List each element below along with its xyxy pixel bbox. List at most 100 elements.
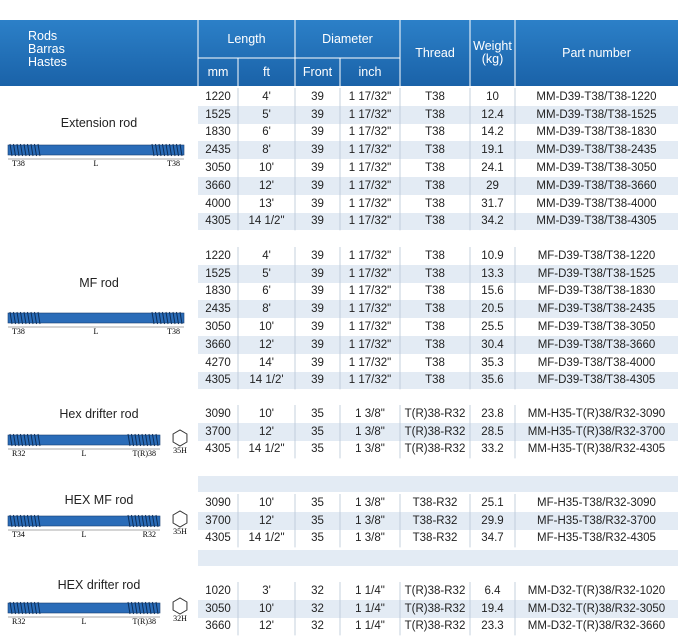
thread (13, 311, 16, 325)
group-name: HEX drifter rod (57, 578, 141, 592)
cell: 23.8 (481, 407, 504, 420)
thread (9, 311, 13, 325)
thread (151, 311, 155, 325)
cell: T(R)38-R32 (404, 407, 466, 420)
header-rods: Rods Barras Hastes (28, 30, 128, 69)
cell: 1 17/32" (348, 215, 392, 228)
rod-label: L (82, 617, 87, 626)
thread (13, 143, 16, 157)
cell: T38 (425, 162, 445, 175)
cell: MF-H35-T38/R32-3700 (537, 514, 656, 527)
rod-label: T34 (12, 530, 25, 539)
thread (27, 514, 30, 528)
cell: 39 (311, 249, 324, 262)
thread (34, 311, 37, 325)
thread (20, 311, 23, 325)
thread (30, 433, 34, 447)
header-text: (kg) (481, 52, 504, 66)
cell: T38 (425, 215, 445, 228)
cell: T38-R32 (412, 532, 458, 545)
thread (134, 601, 138, 615)
cell: 1 17/32" (348, 338, 392, 351)
thread (138, 601, 141, 615)
row-shade (198, 141, 678, 160)
thread (37, 514, 41, 528)
cell: 10' (259, 602, 274, 615)
cell: 2435 (205, 303, 231, 316)
header-cell: inch (358, 64, 382, 79)
thread (30, 311, 34, 325)
header-cell: Diameter (322, 31, 373, 46)
thread (151, 143, 155, 157)
cell: 13.3 (481, 267, 504, 280)
cell: 1 17/32" (348, 144, 392, 157)
cell: 12' (259, 620, 274, 633)
cell: 1 17/32" (348, 197, 392, 210)
cell: 19.1 (481, 144, 504, 157)
thread (162, 143, 165, 157)
cell: 5' (262, 108, 271, 121)
thread (155, 433, 159, 447)
cell: 28.5 (481, 425, 504, 438)
cell: T38 (425, 249, 445, 262)
rod-label: T(R)38 (132, 617, 156, 626)
cell: 35 (311, 532, 324, 545)
thread (172, 311, 176, 325)
rod-label: L (94, 159, 99, 168)
cell: 6.4 (484, 584, 501, 597)
thread (165, 143, 169, 157)
cell: 32 (311, 584, 324, 597)
cell: 14 1/2" (248, 532, 285, 545)
cell: 1525 (205, 267, 231, 280)
cell: MM-D39-T38/T38-3660 (536, 179, 657, 192)
cell: 1830 (205, 126, 231, 139)
cell: 3050 (205, 602, 231, 615)
cell: MM-D39-T38/T38-4000 (536, 197, 657, 210)
thread (23, 514, 27, 528)
thread (20, 143, 23, 157)
cell: 1 17/32" (348, 285, 392, 298)
cell: 3700 (205, 425, 231, 438)
thread (16, 433, 20, 447)
cell: T38 (425, 197, 445, 210)
cell: 1 3/8" (355, 532, 385, 545)
rod-label: T38 (12, 327, 25, 336)
cell: MM-H35-T(R)38/R32-3700 (527, 425, 666, 438)
header-lines (197, 20, 516, 86)
thread (20, 514, 23, 528)
hex-label: 35H (173, 527, 187, 536)
cell: 39 (311, 126, 324, 139)
cell: 14 1/2' (249, 374, 284, 387)
cell: 39 (311, 197, 324, 210)
cell: 39 (311, 179, 324, 192)
cell: 1020 (205, 584, 231, 597)
row-shade (198, 105, 678, 124)
cell: 35 (311, 443, 324, 456)
cell: MF-D39-T38/T38-1830 (537, 285, 656, 298)
cell: 15.6 (481, 285, 504, 298)
cell: 10' (259, 407, 274, 420)
row-shade (198, 599, 678, 618)
cell: 4305 (205, 215, 231, 228)
cell: MF-D39-T38/T38-1220 (537, 249, 656, 262)
group-name: MF rod (79, 276, 119, 290)
thread (138, 433, 141, 447)
cell: 1 3/8" (355, 514, 385, 527)
thread (131, 433, 134, 447)
thread (169, 143, 172, 157)
cell: MM-D39-T38/T38-2435 (536, 144, 657, 157)
cell: 3' (262, 584, 271, 597)
rod-label: R32 (12, 617, 25, 626)
cell: 13' (259, 197, 274, 210)
group-name: Hex drifter rod (59, 407, 139, 421)
cell: 39 (311, 374, 324, 387)
cell: 39 (311, 90, 324, 103)
cell: 14' (259, 356, 274, 369)
cell: 3050 (205, 162, 231, 175)
header-cell: Part number (562, 45, 631, 60)
cell: 3660 (205, 620, 231, 633)
cell: 39 (311, 338, 324, 351)
thread (127, 601, 131, 615)
hex-icon (172, 597, 188, 615)
cell: T38 (425, 321, 445, 334)
